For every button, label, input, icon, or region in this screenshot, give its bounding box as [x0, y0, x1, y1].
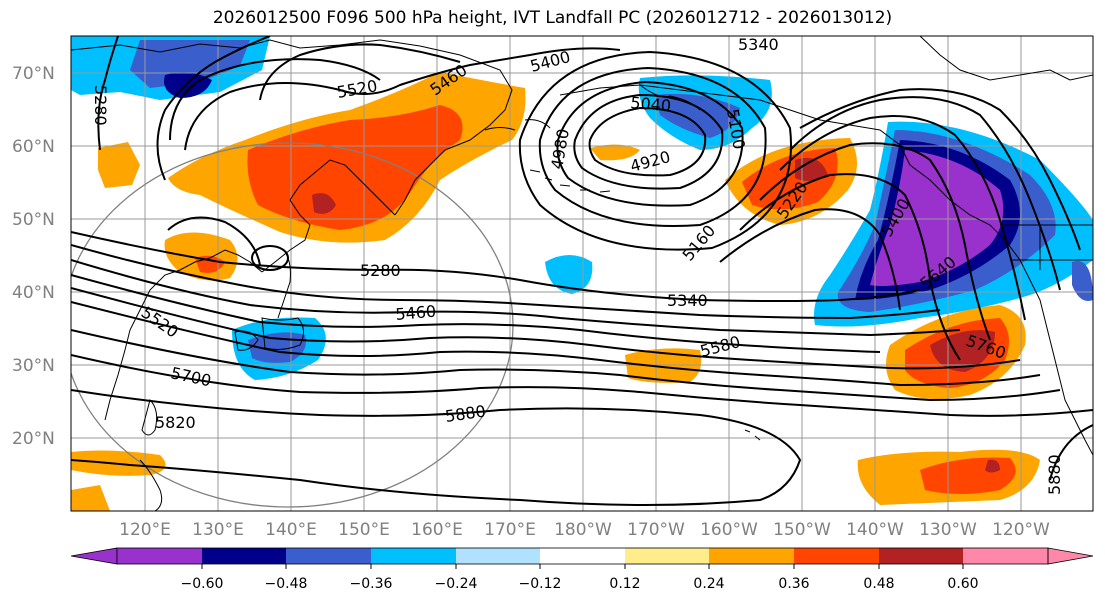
colorbar-segment [963, 548, 1048, 564]
lon-label: 170°W [627, 520, 685, 540]
contour-label: 5340 [667, 291, 708, 310]
colorbar-tick-label: 0.48 [863, 576, 894, 592]
lon-label: 130°E [192, 520, 244, 540]
contour-label: 5280 [360, 261, 401, 280]
contour-label: 5460 [395, 302, 437, 324]
height-contours [71, 36, 1093, 506]
contour-label: 5880 [1045, 454, 1064, 495]
lat-label: 20°N [12, 429, 55, 449]
colorbar-tick-label: −0.60 [181, 576, 224, 592]
lon-label: 160°W [700, 520, 758, 540]
colorbar: −0.60 −0.48 −0.36 −0.24 −0.12 0.12 0.24 … [70, 547, 1094, 592]
latitude-labels: 70°N 60°N 50°N 40°N 30°N 20°N [12, 64, 55, 449]
colorbar-tick-label: 0.24 [693, 576, 724, 592]
contour-label: 5040 [630, 93, 672, 115]
colorbar-extend-high [1047, 547, 1094, 565]
colorbar-segment [117, 548, 202, 564]
colorbar-segment [709, 548, 794, 564]
ivt-positive-region [985, 459, 1000, 473]
colorbar-segment [625, 548, 709, 564]
longitude-labels: 120°E 130°E 140°E 150°E 160°E 170°E 180°… [119, 520, 1050, 540]
lat-label: 40°N [12, 283, 55, 303]
colorbar-frame [116, 547, 1049, 565]
ivt-positive-region [590, 144, 640, 161]
contour-label: 5340 [738, 35, 779, 54]
ivt-positive-region [312, 192, 336, 214]
colorbar-segment [879, 548, 963, 564]
colorbar-segment [794, 548, 879, 564]
lon-label: 130°W [919, 520, 977, 540]
map-frame [70, 35, 1094, 512]
colorbar-tick-label: −0.24 [435, 576, 478, 592]
colorbar-segment [540, 548, 625, 564]
contour-label: 5820 [155, 413, 196, 432]
ivt-positive-region [247, 105, 463, 230]
lon-label: 140°W [846, 520, 904, 540]
ivt-negative-region [870, 150, 1004, 286]
ivt-positive-region [930, 330, 995, 372]
ivt-positive-region [795, 157, 828, 181]
colorbar-tick-label: 0.12 [609, 576, 640, 592]
colorbar-tick-label: −0.36 [350, 576, 393, 592]
ivt-positive-region [71, 485, 110, 511]
colorbar-tick-label: 0.36 [778, 576, 809, 592]
colorbar-tick-label: −0.12 [519, 576, 562, 592]
colorbar-tick-label: 0.60 [947, 576, 978, 592]
ivt-negative-region [1072, 261, 1093, 301]
colorbar-tick-label: −0.48 [265, 576, 308, 592]
lon-label: 120°W [992, 520, 1050, 540]
lon-label: 150°E [338, 520, 390, 540]
lon-label: 180°W [554, 520, 612, 540]
lon-label: 160°E [411, 520, 463, 540]
lat-label: 70°N [12, 64, 55, 84]
ivt-positive-region [625, 348, 702, 383]
ivt-negative-region [164, 72, 212, 98]
ivt-positive-region [98, 142, 140, 188]
colorbar-segment [456, 548, 540, 564]
lon-label: 150°W [773, 520, 831, 540]
ivt-negative-region [545, 255, 593, 294]
lat-label: 60°N [12, 137, 55, 157]
lon-label: 120°E [119, 520, 171, 540]
colorbar-segment [371, 548, 456, 564]
lat-label: 30°N [12, 356, 55, 376]
colorbar-extend-low [70, 547, 118, 565]
contour-label: 5280 [91, 85, 110, 126]
ivt-negative-region [655, 93, 740, 138]
lon-label: 170°E [484, 520, 536, 540]
lat-label: 50°N [12, 210, 55, 230]
figure-title: 2026012500 F096 500 hPa height, IVT Land… [212, 8, 893, 28]
lon-label: 140°E [265, 520, 317, 540]
colorbar-segment [286, 548, 371, 564]
colorbar-segment [202, 548, 286, 564]
